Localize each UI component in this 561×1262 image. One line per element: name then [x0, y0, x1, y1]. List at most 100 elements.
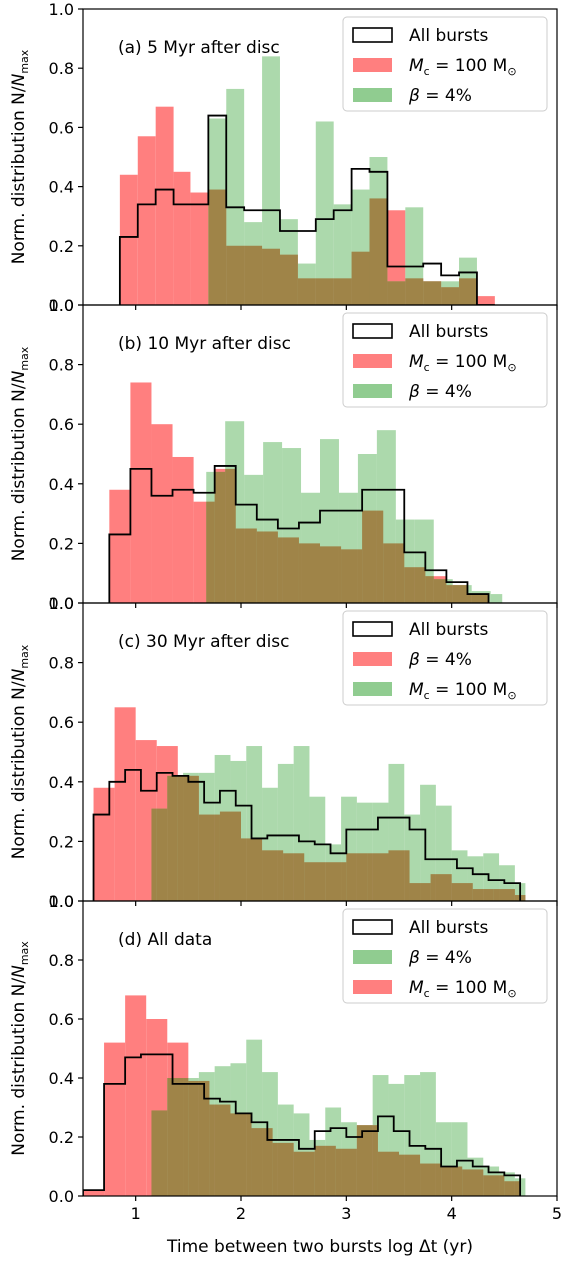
overlap-bar — [404, 850, 410, 901]
legend-swatch-green — [353, 682, 392, 696]
overlap-bar — [277, 1142, 294, 1196]
legend-label: All bursts — [409, 26, 489, 46]
legend-swatch-red — [353, 58, 392, 72]
overlap-bar — [395, 543, 405, 603]
panel-4: 0.0 0.2 0.4 0.6 0.8 1.0 1 2 3 4 5 (d) All data All b… — [9, 892, 561, 1223]
overlap-bar — [251, 1128, 263, 1196]
overlap-bar — [335, 1148, 342, 1196]
overlap-bar — [388, 850, 405, 901]
overlap-bar — [156, 808, 168, 901]
red-bar — [151, 424, 173, 603]
panel-title: (c) 30 Myr after disc — [118, 632, 290, 652]
green-bar — [420, 784, 436, 901]
legend-entry: Mc = 100 M⊙ — [353, 680, 517, 702]
legend: All bursts Mc = 100 M⊙ β = 4% — [342, 312, 548, 408]
x-tick-label: 4 — [447, 1204, 457, 1223]
y-tick-label: 0.8 — [49, 59, 74, 78]
green-bar — [315, 121, 334, 305]
red-bar — [190, 192, 209, 305]
legend-entry: Mc = 100 M⊙ — [353, 352, 517, 374]
axes-frame — [82, 900, 558, 1197]
legend-entry: β = 4% — [353, 948, 472, 968]
overlap-bar — [262, 850, 278, 901]
overlap-bar — [298, 543, 302, 603]
legend-label: Mc = 100 M⊙ — [409, 56, 517, 78]
y-axis-label: Norm. distribution N/Nmax — [9, 49, 31, 264]
y-tick-label: 1.0 — [49, 892, 74, 911]
overlap-bar — [405, 278, 424, 305]
overlap-bar — [309, 862, 326, 901]
y-tick-label: 0.6 — [49, 415, 74, 434]
overlap-bar — [367, 853, 373, 901]
overlap-bar — [493, 889, 500, 901]
panel-title: (a) 5 Myr after disc — [118, 38, 280, 58]
red-bar — [104, 1042, 126, 1196]
red-bar — [155, 106, 174, 305]
overlap-bar — [483, 1175, 500, 1196]
overlap-bar — [467, 883, 473, 901]
overlap-bar — [399, 1154, 405, 1196]
overlap-bar — [301, 543, 320, 603]
overlap-bar — [246, 1113, 252, 1196]
all-bursts-step — [118, 114, 495, 305]
x-tick-label: 1 — [131, 1204, 141, 1223]
legend: All bursts β = 4% Mc = 100 M⊙ — [342, 908, 548, 1004]
overlap-bar — [414, 567, 426, 603]
overlap-bar — [262, 248, 280, 305]
overlap-bar — [214, 471, 226, 603]
overlap-bar — [423, 281, 442, 305]
panel-title: (b) 10 Myr after disc — [118, 334, 291, 354]
overlap-region — [151, 775, 526, 901]
red-bar — [172, 456, 194, 603]
overlap-bar — [209, 1104, 215, 1196]
overlap-bar — [277, 537, 283, 603]
y-tick-label: 0.0 — [49, 296, 74, 315]
overlap-bar — [198, 1080, 210, 1196]
legend-entry: Mc = 100 M⊙ — [353, 978, 517, 1000]
legend-label: Mc = 100 M⊙ — [409, 352, 517, 374]
overlap-bar — [333, 278, 352, 305]
overlap-bar — [304, 862, 310, 901]
overlap-region — [208, 189, 477, 305]
overlap-bar — [377, 1151, 389, 1196]
overlap-bar — [356, 853, 368, 901]
legend-entry: All bursts — [352, 918, 489, 938]
overlap-bar — [435, 1163, 442, 1196]
y-tick-label: 0.0 — [49, 1187, 74, 1206]
plot-area — [108, 382, 503, 603]
overlap-bar — [315, 278, 334, 305]
overlap-bar — [167, 775, 178, 901]
legend-entry: All bursts — [352, 26, 489, 46]
y-tick-label: 0.6 — [49, 118, 74, 137]
overlap-bar — [452, 585, 468, 603]
y-axis-label: Norm. distribution N/Nmax — [9, 644, 31, 859]
overlap-bar — [409, 883, 421, 901]
overlap-bar — [225, 468, 236, 603]
legend-entry: All bursts — [352, 322, 489, 342]
overlap-bar — [183, 775, 199, 901]
overlap-bar — [297, 278, 316, 305]
overlap-bar — [514, 1181, 521, 1196]
legend-box — [342, 908, 548, 1004]
overlap-bar — [372, 853, 389, 901]
red-bar — [119, 174, 138, 305]
overlap-bar — [198, 814, 215, 901]
overlap-bar — [404, 567, 415, 603]
y-tick-label: 0.8 — [49, 951, 74, 970]
overlap-bar — [369, 198, 388, 305]
overlap-region — [151, 1078, 521, 1196]
overlap-bar — [208, 189, 227, 305]
overlap-bar — [188, 1080, 199, 1196]
overlap-bar — [293, 853, 305, 901]
overlap-bar — [151, 808, 157, 901]
overlap-bar — [451, 883, 468, 901]
legend: All bursts β = 4% Mc = 100 M⊙ — [342, 610, 548, 706]
overlap-bar — [459, 278, 477, 305]
y-axis-label: Norm. distribution N/Nmax — [9, 346, 31, 561]
legend-swatch-green — [353, 88, 392, 102]
legend-swatch-step — [352, 621, 393, 637]
overlap-bar — [320, 546, 339, 603]
y-tick-label: 0.2 — [49, 237, 74, 256]
overlap-bar — [293, 1151, 310, 1196]
